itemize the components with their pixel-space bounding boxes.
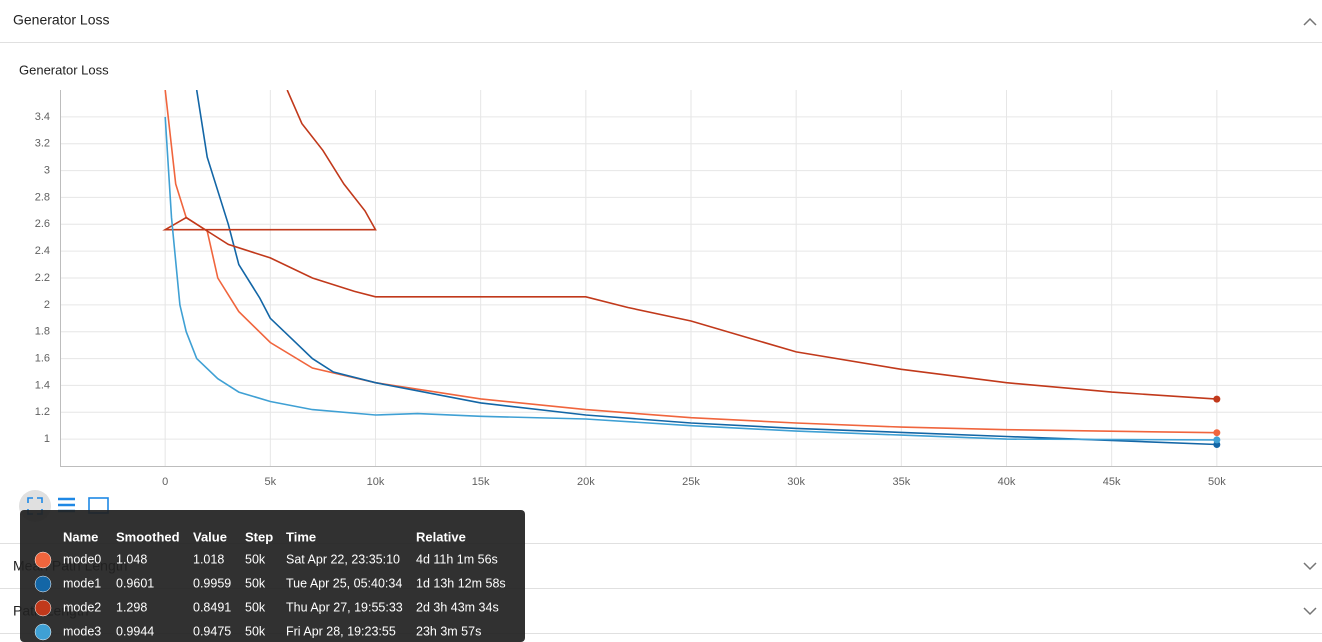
y-tick-label: 3.4 bbox=[35, 111, 50, 123]
series-line bbox=[162, 90, 1217, 400]
tooltip-cell: 50k bbox=[245, 552, 266, 566]
end-point bbox=[1213, 395, 1221, 403]
x-tick-label: 45k bbox=[1103, 476, 1121, 488]
tooltip-header: Time bbox=[286, 529, 316, 544]
series-line bbox=[164, 116, 1217, 441]
y-tick-label: 1.8 bbox=[35, 326, 50, 338]
x-tick-label: 5k bbox=[265, 476, 277, 488]
x-tick-label: 25k bbox=[682, 476, 700, 488]
y-tick-label: 3 bbox=[44, 164, 50, 176]
series-button[interactable] bbox=[58, 497, 75, 513]
fullscreen-button[interactable] bbox=[27, 497, 43, 515]
series-layer bbox=[162, 90, 1217, 446]
card-title: Generator Loss bbox=[13, 12, 110, 28]
x-tick-label: 0 bbox=[162, 476, 168, 488]
y-tick-label: 1.2 bbox=[35, 406, 50, 418]
tooltip-cell: Thu Apr 27, 19:55:33 bbox=[286, 600, 403, 614]
plot: 1 1.2 1.4 1.6 1.8 2 2.2 2.4 2.6 2.8 3 3.2 3.4 0 5k 10k 1… bbox=[35, 90, 1322, 488]
tooltip-bg bbox=[20, 510, 525, 642]
tooltip-header: Relative bbox=[416, 529, 466, 544]
tooltip-cell: 0.9475 bbox=[193, 624, 231, 638]
x-tick-label: 35k bbox=[892, 476, 910, 488]
end-point bbox=[1213, 429, 1221, 437]
y-tick-label: 2.4 bbox=[35, 245, 50, 257]
y-tick-label: 2.8 bbox=[35, 191, 50, 203]
tooltip-cell: mode2 bbox=[63, 600, 101, 614]
tooltip-cell: 1.048 bbox=[116, 552, 147, 566]
y-tick-label: 2.6 bbox=[35, 218, 50, 230]
tooltip-header: Value bbox=[193, 529, 227, 544]
tooltip-cell: 50k bbox=[245, 624, 266, 638]
tooltip-header: Step bbox=[245, 529, 273, 544]
tooltip-cell: mode1 bbox=[63, 576, 101, 590]
tooltip-cell: Sat Apr 22, 23:35:10 bbox=[286, 552, 400, 566]
series-line bbox=[195, 90, 1217, 446]
series-swatch bbox=[34, 551, 52, 569]
x-tick-label: 50k bbox=[1208, 476, 1226, 488]
series-swatch bbox=[34, 575, 52, 593]
series-swatch bbox=[34, 599, 52, 617]
x-tick-label: 10k bbox=[367, 476, 385, 488]
x-tick-label: 15k bbox=[472, 476, 490, 488]
expand-icon[interactable] bbox=[1303, 562, 1317, 571]
tooltip-cell: Fri Apr 28, 19:23:55 bbox=[286, 624, 396, 638]
expand-icon[interactable] bbox=[1303, 607, 1317, 616]
y-tick-label: 1 bbox=[44, 433, 50, 445]
tooltip-cell: 0.9601 bbox=[116, 576, 154, 590]
tooltip-cell: 1.018 bbox=[193, 552, 224, 566]
tooltip-cell: 4d 11h 1m 56s bbox=[416, 552, 498, 566]
chart-title: Generator Loss bbox=[19, 62, 109, 77]
tooltip: Name Smoothed Value Step Time Relative mode0 1.… bbox=[20, 510, 525, 642]
tooltip-cell: Tue Apr 25, 05:40:34 bbox=[286, 576, 402, 590]
tooltip-header: Smoothed bbox=[116, 529, 180, 544]
tooltip-cell: mode3 bbox=[63, 624, 101, 638]
x-tick-label: 20k bbox=[577, 476, 595, 488]
collapse-icon[interactable] bbox=[1303, 17, 1317, 26]
tooltip-cell: 2d 3h 43m 34s bbox=[416, 600, 499, 614]
end-point bbox=[1213, 436, 1221, 444]
y-tick-label: 1.4 bbox=[35, 379, 50, 391]
tooltip-cell: 0.9959 bbox=[193, 576, 231, 590]
y-tick-label: 1.6 bbox=[35, 352, 50, 364]
y-tick-label: 2 bbox=[44, 299, 50, 311]
tooltip-cell: 23h 3m 57s bbox=[416, 624, 481, 638]
x-tick-label: 40k bbox=[998, 476, 1016, 488]
x-tick-label: 30k bbox=[787, 476, 805, 488]
tooltip-cell: 50k bbox=[245, 576, 266, 590]
tooltip-header: Name bbox=[63, 529, 98, 544]
tooltip-cell: 1.298 bbox=[116, 600, 147, 614]
tooltip-cell: 0.9944 bbox=[116, 624, 154, 638]
tooltip-cell: 0.8491 bbox=[193, 600, 231, 614]
y-tick-label: 2.2 bbox=[35, 272, 50, 284]
series-swatch bbox=[34, 623, 52, 641]
tooltip-cell: mode0 bbox=[63, 552, 101, 566]
tooltip-cell: 50k bbox=[245, 600, 266, 614]
tooltip-cell: 1d 13h 12m 58s bbox=[416, 576, 506, 590]
y-tick-label: 3.2 bbox=[35, 138, 50, 150]
